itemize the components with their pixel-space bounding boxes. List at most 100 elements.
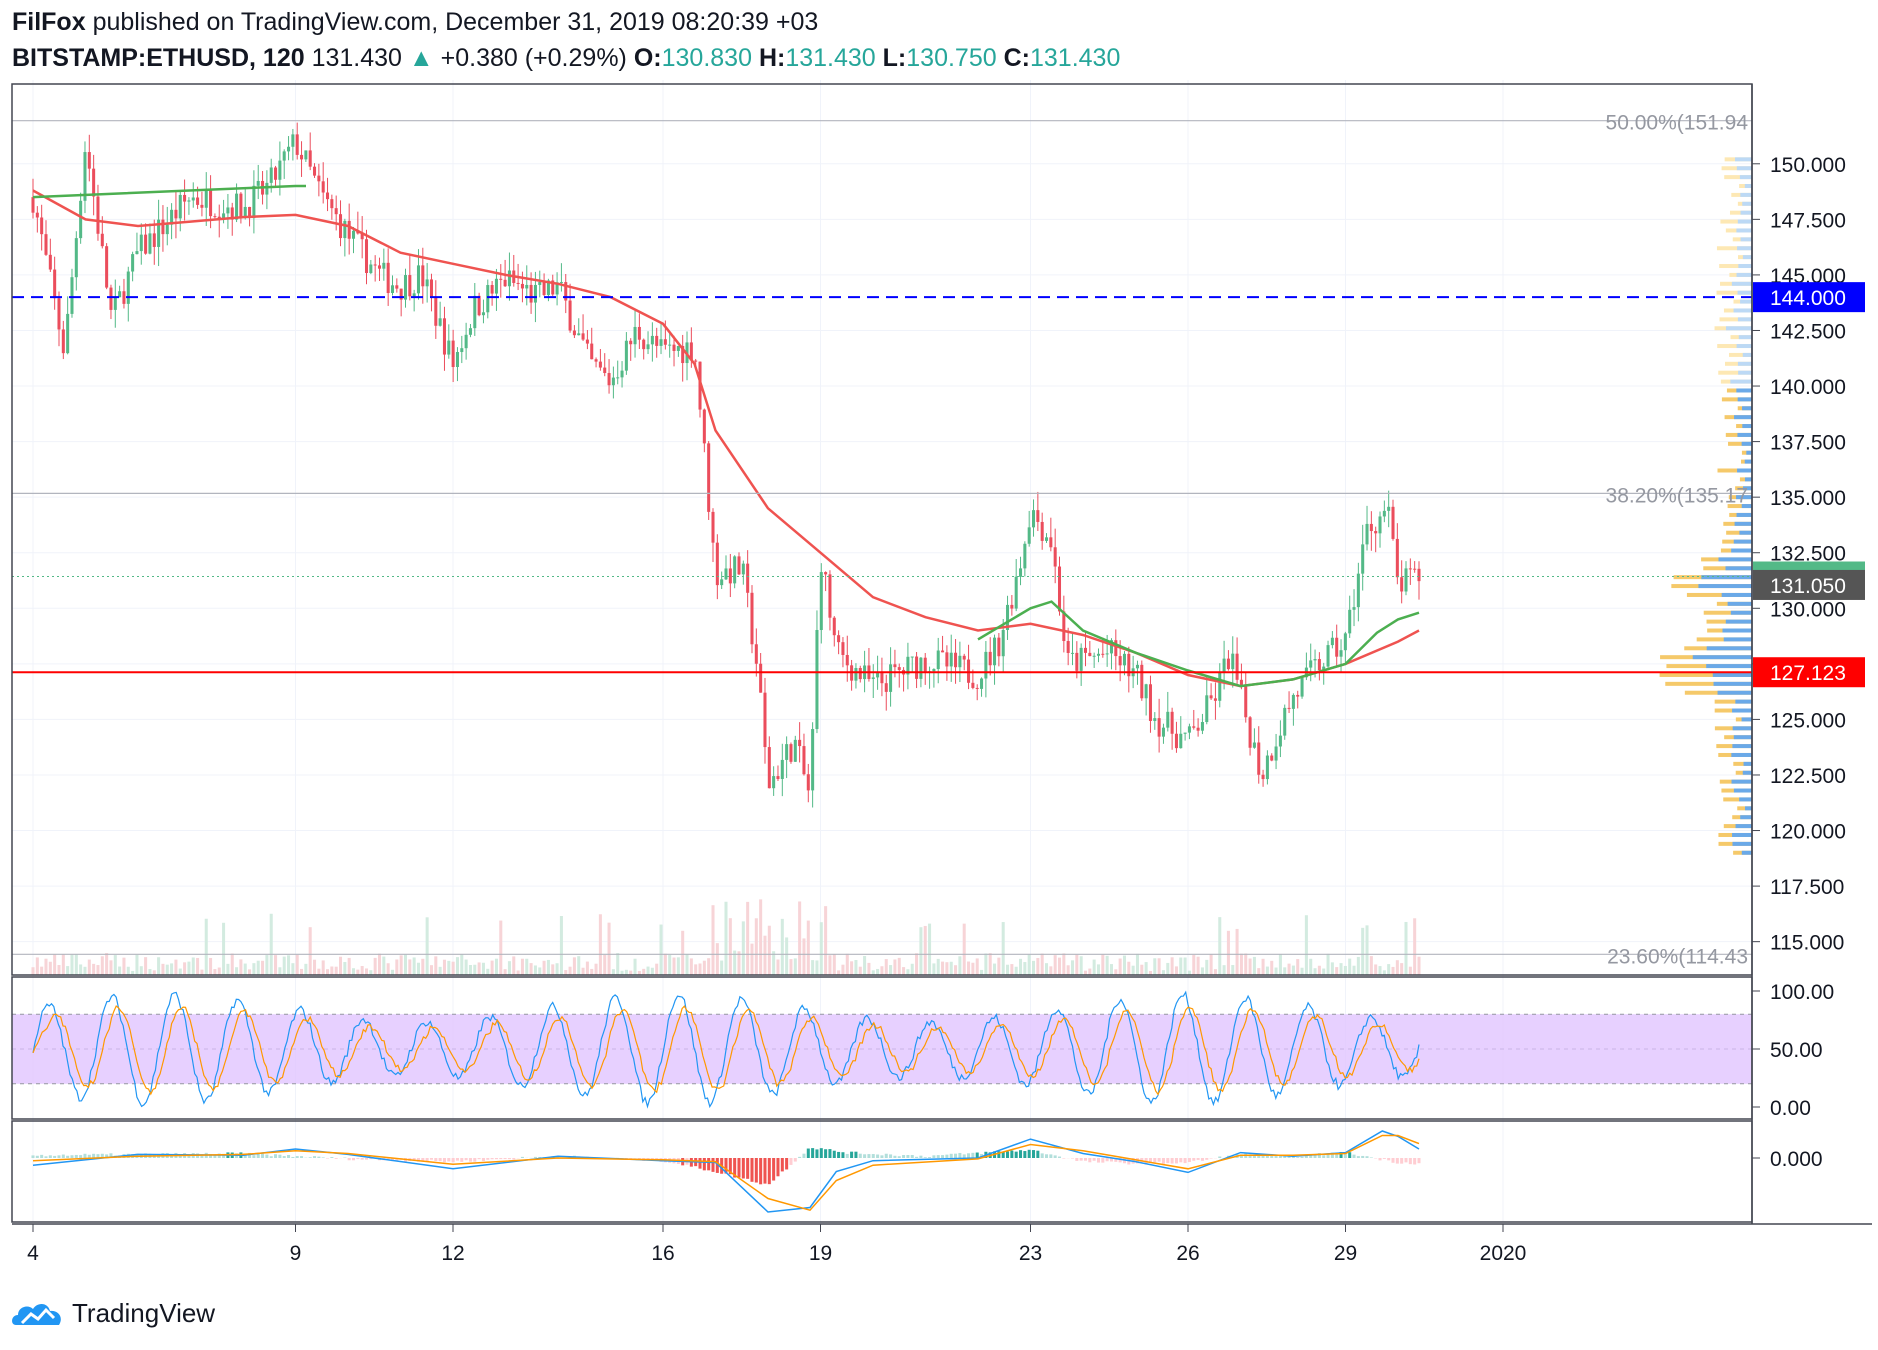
- volume-bar: [1413, 918, 1417, 975]
- volume-bar: [438, 966, 442, 975]
- candle-body: [87, 152, 91, 169]
- fib-level-label: 23.60%(114.43: [1607, 945, 1748, 968]
- volume-bar: [217, 967, 221, 975]
- macd-histogram-bar: [1352, 1154, 1356, 1158]
- macd-histogram-bar: [282, 1156, 286, 1158]
- macd-histogram-bar: [1252, 1155, 1256, 1158]
- macd-histogram-bar: [1070, 1158, 1075, 1159]
- candle-body: [31, 197, 35, 213]
- volume-bar: [44, 958, 48, 975]
- volume-profile-bar: [1716, 290, 1752, 295]
- tradingview-logo-icon[interactable]: [12, 1299, 64, 1329]
- candle-body: [1183, 732, 1187, 734]
- candle-body: [1317, 659, 1321, 671]
- macd-histogram-bar: [958, 1152, 962, 1158]
- time-tick-label: 4: [27, 1242, 39, 1265]
- candle-body: [204, 190, 208, 208]
- candle-body: [1174, 733, 1178, 749]
- volume-profile-bar: [1724, 175, 1752, 180]
- volume-bar: [183, 962, 187, 975]
- candle-body: [222, 213, 226, 219]
- volume-bar: [962, 923, 966, 975]
- volume-bar: [1135, 953, 1139, 975]
- publish-info: FilFox published on TradingView.com, Dec…: [12, 8, 818, 37]
- candle-body: [954, 652, 958, 668]
- volume-bar: [915, 953, 919, 975]
- volume-bar: [585, 961, 589, 975]
- price-tick-label: 142.500: [1770, 320, 1846, 343]
- price-tick-label: 150.000: [1770, 154, 1846, 177]
- candle-body: [642, 339, 646, 350]
- macd-histogram-bar: [252, 1155, 256, 1158]
- macd-histogram-bar: [464, 1158, 468, 1161]
- symbol-name[interactable]: BITSTAMP:ETHUSD, 120: [12, 44, 305, 72]
- candle-body: [633, 326, 637, 345]
- macd-histogram-bar: [213, 1154, 217, 1158]
- candle-body: [737, 556, 741, 575]
- stochastic-tick-label: 50.00: [1770, 1039, 1823, 1062]
- candle-body: [326, 192, 330, 200]
- macd-histogram-bar: [364, 1158, 369, 1160]
- macd-histogram-bar: [57, 1155, 61, 1158]
- volume-bar: [980, 969, 984, 975]
- candle-body: [975, 687, 979, 689]
- volume-bar: [1109, 964, 1113, 975]
- volume-bar: [178, 968, 182, 975]
- volume-profile-bar-inner: [1744, 184, 1752, 189]
- candle-body: [499, 278, 503, 280]
- candle-body: [624, 340, 628, 371]
- volume-bar: [1157, 958, 1161, 975]
- author-name[interactable]: FilFox: [12, 8, 86, 36]
- volume-profile-bar: [1659, 672, 1752, 677]
- candle-body: [1326, 645, 1330, 667]
- price-tick-label: 132.500: [1770, 543, 1846, 566]
- candle-body: [343, 220, 347, 239]
- macd-line: [32, 1130, 1420, 1213]
- candle-body: [689, 342, 693, 361]
- volume-profile-bar: [1728, 441, 1752, 446]
- candle-body: [490, 285, 494, 294]
- macd-histogram-bar: [1101, 1158, 1105, 1163]
- volume-bar: [1222, 965, 1226, 975]
- volume-bar: [936, 958, 940, 975]
- candle-body: [1400, 577, 1404, 592]
- volume-bar: [235, 967, 239, 975]
- candle-body: [135, 251, 139, 255]
- macd-histogram-bar: [832, 1150, 836, 1158]
- volume-bar: [525, 958, 529, 975]
- candle-body: [481, 312, 485, 316]
- volume-profile-bar-inner: [1721, 592, 1752, 597]
- macd-histogram-bar: [187, 1154, 191, 1158]
- chart-canvas[interactable]: 50.00%(151.9438.20%(135.1723.60%(114.43 …: [0, 0, 1878, 1290]
- volume-bar: [1348, 958, 1352, 975]
- volume-bar: [1083, 970, 1088, 975]
- candle-body: [403, 275, 408, 300]
- macd-histogram-bar: [1053, 1155, 1057, 1158]
- volume-profile-bar-inner: [1717, 690, 1752, 695]
- candle-body: [131, 254, 135, 272]
- volume-bar: [131, 970, 135, 975]
- candle-body: [364, 239, 369, 274]
- macd-histogram-bar: [815, 1149, 819, 1158]
- volume-profile-bar-inner: [1742, 406, 1752, 411]
- candle-body: [139, 234, 143, 252]
- volume-bar: [884, 959, 888, 975]
- macd-histogram-bar: [1192, 1158, 1196, 1161]
- last-price: 131.430: [311, 44, 402, 72]
- candle-body: [61, 329, 65, 354]
- candle-body: [1075, 652, 1079, 671]
- volume-bar: [1053, 955, 1057, 975]
- volume-bar: [334, 966, 338, 975]
- volume-bar: [434, 956, 438, 975]
- candle-body: [681, 345, 685, 364]
- volume-bar: [824, 906, 828, 975]
- candle-body: [1231, 653, 1235, 670]
- candle-body: [351, 230, 356, 239]
- macd-histogram-bar: [954, 1153, 958, 1158]
- volume-bar: [477, 962, 481, 975]
- volume-bar: [442, 959, 446, 975]
- volume-bar: [265, 955, 269, 975]
- macd-histogram-bar: [728, 1158, 732, 1175]
- volume-bar: [1218, 917, 1222, 975]
- candle-body: [1278, 735, 1282, 747]
